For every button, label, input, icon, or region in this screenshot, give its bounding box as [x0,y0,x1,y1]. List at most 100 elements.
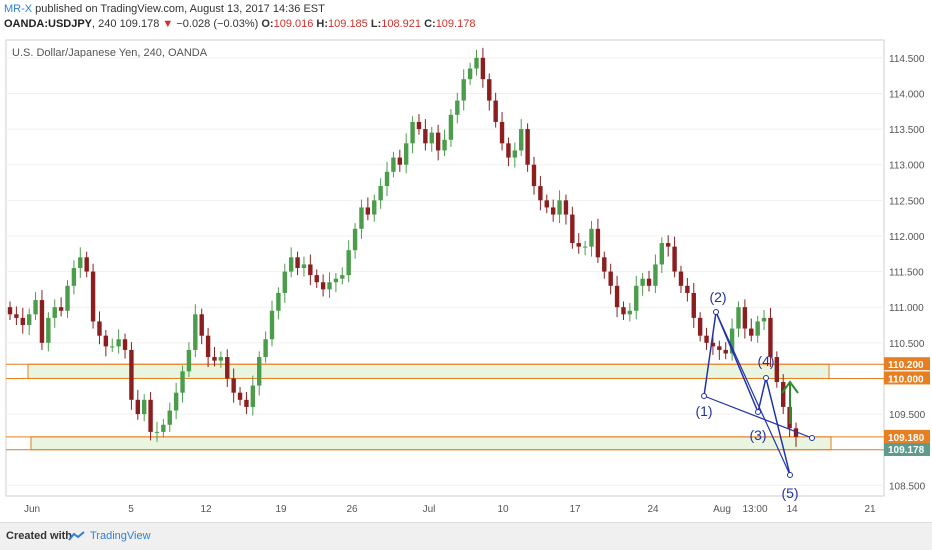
candle [7,307,13,315]
candle [308,264,313,276]
candle [461,79,466,101]
candle [480,57,486,80]
tradingview-brand[interactable]: TradingView [90,530,151,542]
candle [52,307,57,318]
candle [685,285,690,293]
wave-trendline-upper [715,311,791,476]
candle [103,335,109,347]
candle [180,371,185,393]
wave-point [809,435,815,441]
candle [602,257,607,272]
candle [263,339,268,358]
candle [212,357,217,361]
candle [71,268,77,286]
candle [58,307,64,311]
candle [320,282,326,290]
candle [110,346,115,348]
last-price-badge [884,443,930,457]
candle [250,385,256,407]
candle [448,114,454,140]
wave-label: (1) [695,403,712,419]
target-arrow-head-icon [781,380,799,394]
y-tick-label: 114.000 [889,89,925,100]
candle [167,410,172,425]
level-label: 110.200 [888,360,924,371]
candle [525,129,530,165]
y-tick-label: 109.500 [889,410,926,421]
candle [161,424,166,432]
candle [129,349,134,400]
candle [634,285,639,311]
candle [691,292,696,318]
published-text: published on TradingView.com, August 13,… [35,3,325,15]
candle [761,317,767,322]
level-label: 110.000 [888,374,924,385]
candle [135,399,141,415]
x-tick-label: 17 [569,504,581,515]
candle [378,186,383,201]
wave-point [701,393,707,399]
candle [697,317,703,336]
candle [710,342,716,347]
candle [282,271,287,293]
wave-point [755,409,761,415]
candle [314,275,319,283]
candle [678,271,684,286]
y-tick-label: 111.000 [889,303,924,314]
last-price-label: 109.178 [119,18,160,30]
y-tick-label: 112.500 [889,196,925,207]
change-label: −0.028 (−0.03%) [176,18,259,30]
down-arrow-icon: ▼ [162,18,174,30]
chart-header: MR-X published on TradingView.com, Augus… [4,3,476,30]
candle [749,328,754,336]
candle [352,228,358,251]
candle [141,399,147,415]
candle [403,143,409,165]
candle [46,317,51,343]
candles [7,47,799,447]
candle [97,321,102,336]
candle [429,132,434,144]
symbol-label: OANDA:USDJPY [4,18,93,30]
candle [90,271,96,322]
level-badge [884,371,930,385]
wave-point [713,309,719,315]
author-name[interactable]: MR-X [4,3,33,15]
candle [717,346,722,350]
y-axis: 114.500 114.000 113.500 113.000 112.500 112.0… [884,54,930,492]
candle [563,200,569,215]
x-tick-label: 10 [497,504,509,515]
candle [372,200,377,215]
candle [301,264,307,268]
candle [20,317,25,325]
candle [621,307,626,315]
candle [237,392,243,400]
y-tick-label: 113.000 [889,161,925,172]
low-label: L: [370,18,382,30]
price-chart[interactable]: U.S. Dollar/Japanese Yen, 240, OANDA (1)… [0,0,932,522]
candle [774,357,780,382]
y-tick-label: 112.000 [889,232,925,243]
candle [442,139,447,151]
candle [199,314,204,336]
x-tick-label: 26 [346,504,358,515]
candle [793,428,799,437]
candle [225,357,230,379]
high-value: 109.185 [328,18,368,30]
candle [704,335,709,343]
open-value: 109.016 [273,18,314,30]
candle [205,335,211,358]
candle [742,307,748,329]
candle [218,357,224,361]
candle [193,314,198,350]
candle [499,121,505,144]
candle [333,278,339,283]
candle [295,257,300,268]
candle [557,200,562,215]
candle [640,278,645,286]
open-label: O: [261,18,274,30]
candle [384,171,390,187]
candle [423,129,428,144]
candle [672,246,677,272]
y-tick-label: 113.500 [889,125,925,136]
